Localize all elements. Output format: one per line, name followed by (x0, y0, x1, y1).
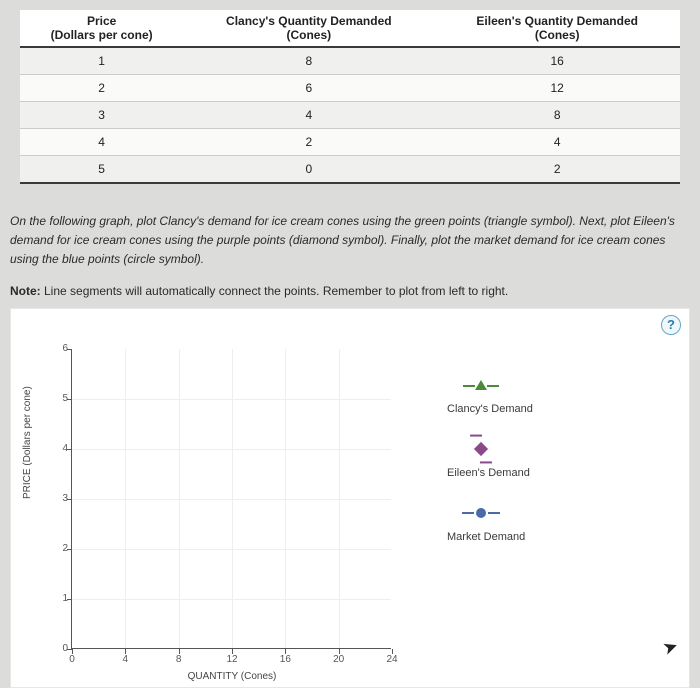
legend-eileen-label: Eileen's Demand (447, 467, 530, 479)
legend-clancy-label: Clancy's Demand (447, 403, 533, 415)
y-tick: 5 (50, 393, 68, 404)
col-clancy: Clancy's Quantity Demanded (Cones) (183, 10, 434, 47)
note-body: Line segments will automatically connect… (41, 284, 509, 298)
table-cell: 12 (434, 75, 680, 102)
x-axis-label: QUANTITY (Cones) (72, 671, 392, 682)
table-cell: 4 (434, 129, 680, 156)
legend-clancy[interactable]: Clancy's Demand (441, 379, 641, 415)
table-row: 424 (20, 129, 680, 156)
legend-market[interactable]: Market Demand (441, 507, 641, 543)
table-cell: 8 (183, 47, 434, 75)
table-row: 2612 (20, 75, 680, 102)
table-cell: 2 (20, 75, 183, 102)
x-tick: 0 (52, 654, 92, 665)
y-tick: 0 (50, 643, 68, 654)
col-price-top: Price (87, 14, 116, 28)
x-tick: 12 (212, 654, 252, 665)
col-eileen-top: Eileen's Quantity Demanded (476, 14, 638, 28)
table-cell: 2 (434, 156, 680, 184)
table-cell: 5 (20, 156, 183, 184)
col-eileen: Eileen's Quantity Demanded (Cones) (434, 10, 680, 47)
legend-eileen[interactable]: Eileen's Demand (441, 443, 641, 479)
chart-plot-area[interactable]: PRICE (Dollars per cone) QUANTITY (Cones… (71, 349, 391, 649)
table-row: 348 (20, 102, 680, 129)
x-tick: 4 (105, 654, 145, 665)
table-cell: 1 (20, 47, 183, 75)
note-text: Note: Line segments will automatically c… (10, 284, 690, 298)
col-eileen-sub: (Cones) (442, 28, 672, 42)
table-row: 502 (20, 156, 680, 184)
diamond-icon (474, 441, 488, 455)
help-icon[interactable]: ? (661, 315, 681, 335)
y-tick: 4 (50, 443, 68, 454)
legend-market-label: Market Demand (447, 531, 525, 543)
x-tick: 8 (159, 654, 199, 665)
circle-icon (476, 508, 486, 518)
table-cell: 6 (183, 75, 434, 102)
legend: Clancy's Demand Eileen's Demand Market D… (441, 379, 641, 571)
table-cell: 8 (434, 102, 680, 129)
col-price-sub: (Dollars per cone) (28, 28, 175, 42)
graph-panel[interactable]: ? PRICE (Dollars per cone) QUANTITY (Con… (10, 308, 690, 688)
x-tick: 20 (319, 654, 359, 665)
y-tick: 1 (50, 593, 68, 604)
note-label: Note: (10, 284, 41, 298)
y-axis-label: PRICE (Dollars per cone) (22, 386, 33, 499)
table-cell: 16 (434, 47, 680, 75)
y-tick: 6 (50, 343, 68, 354)
table-cell: 4 (183, 102, 434, 129)
instructions-text: On the following graph, plot Clancy's de… (10, 212, 690, 270)
col-clancy-top: Clancy's Quantity Demanded (226, 14, 392, 28)
table-cell: 3 (20, 102, 183, 129)
table-row: 1816 (20, 47, 680, 75)
y-tick: 2 (50, 543, 68, 554)
x-tick: 16 (265, 654, 305, 665)
table-cell: 2 (183, 129, 434, 156)
y-tick: 3 (50, 493, 68, 504)
demand-table: Price (Dollars per cone) Clancy's Quanti… (20, 10, 680, 184)
col-price: Price (Dollars per cone) (20, 10, 183, 47)
x-tick: 24 (372, 654, 412, 665)
triangle-icon (475, 380, 487, 390)
table-cell: 4 (20, 129, 183, 156)
col-clancy-sub: (Cones) (191, 28, 426, 42)
table-cell: 0 (183, 156, 434, 184)
